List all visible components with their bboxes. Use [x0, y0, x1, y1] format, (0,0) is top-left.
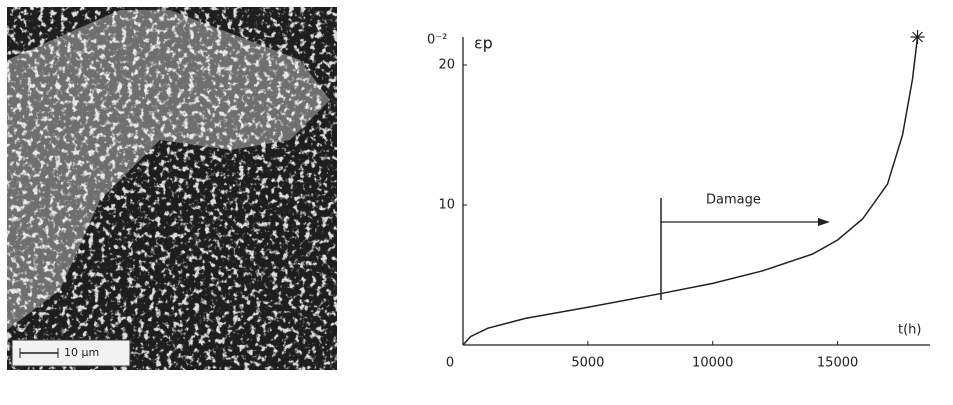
y-tick-label: 20 [438, 58, 455, 73]
y-tick-label: 10 [438, 198, 455, 213]
x-tick-label: 10000 [692, 356, 733, 371]
x-tick-label: 0 [446, 356, 454, 371]
x-tick-label: 5000 [571, 356, 604, 371]
figure: 10 µm 0⁻² εp t(h) Damage 0 5000 10000 15000… [0, 0, 953, 401]
y-axis-label: εp [474, 34, 493, 53]
curve [463, 37, 918, 345]
scale-bar-label: 10 µm [64, 346, 99, 359]
x-tick-label: 15000 [817, 356, 858, 371]
annotation: Damage [706, 193, 761, 208]
micrograph: 10 µm [7, 7, 337, 370]
y-unit: 0⁻² [427, 33, 447, 48]
arrow-head [818, 218, 830, 226]
x-axis-label: t(h) [898, 323, 921, 338]
rupture-mark [911, 30, 925, 44]
